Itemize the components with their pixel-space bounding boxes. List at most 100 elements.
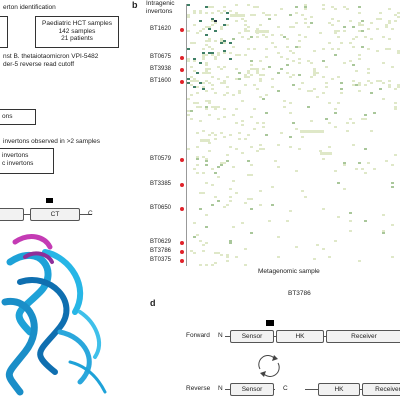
- heatmap-cell: [361, 20, 364, 22]
- heatmap-cell: [220, 42, 223, 44]
- heatmap-cell: [220, 28, 223, 30]
- heatmap-cell: [232, 46, 235, 48]
- heatmap-cell: [268, 220, 271, 222]
- heatmap-cell: [220, 162, 223, 164]
- heatmap-cell: [193, 24, 196, 26]
- heatmap-cell: [334, 126, 337, 128]
- heatmap-cell: [223, 94, 226, 96]
- heatmap-cell: [277, 90, 280, 92]
- heatmap-cell: [346, 130, 349, 132]
- heatmap-cell: [208, 28, 211, 30]
- reverse-domain-hk: HK: [318, 383, 360, 396]
- heatmap-cell: [226, 86, 229, 88]
- panel-b-xlabel: Metagenomic sample: [258, 268, 320, 275]
- heatmap-cell: [298, 88, 301, 90]
- heatmap-cell: [193, 70, 196, 72]
- heatmap-cell: [394, 154, 397, 156]
- heatmap-cell: [226, 24, 229, 26]
- heatmap-cell: [202, 28, 205, 30]
- heatmap-cell: [250, 60, 253, 62]
- heatmap-cell: [310, 62, 313, 64]
- heatmap-cell: [250, 146, 253, 148]
- panel-c-domain-left: [0, 208, 24, 221]
- heatmap-cell: [211, 204, 214, 206]
- heatmap-cell: [367, 162, 370, 164]
- heatmap-cell: [211, 84, 214, 86]
- heatmap-cell: [370, 82, 373, 84]
- heatmap-cell: [199, 264, 202, 266]
- heatmap-cell: [226, 92, 229, 94]
- heatmap-cell: [250, 174, 253, 176]
- forward-n-terminus: N: [218, 332, 223, 339]
- heatmap-cell: [187, 30, 190, 32]
- heatmap-cell: [313, 88, 316, 90]
- heatmap-cell: [196, 106, 199, 108]
- reverse-n-terminus: N: [218, 385, 223, 392]
- heatmap-cell: [259, 204, 262, 206]
- heatmap-cell: [193, 60, 196, 62]
- heatmap-cell: [250, 198, 253, 200]
- heatmap-cell: [214, 252, 217, 254]
- heatmap-cell: [235, 68, 238, 70]
- heatmap-cell: [187, 148, 190, 150]
- heatmap-cell: [394, 102, 397, 104]
- heatmap-cell: [379, 18, 382, 20]
- heatmap-cell: [211, 132, 214, 134]
- panel-a-mid-box: ons: [0, 109, 36, 125]
- heatmap-cell: [199, 62, 202, 64]
- heatmap-cell: [196, 132, 199, 134]
- forward-marker-bar: [266, 320, 274, 326]
- panel-b-letter: b: [132, 0, 138, 10]
- heatmap-cell: [349, 212, 352, 214]
- heatmap-cell: [187, 110, 190, 112]
- heatmap-cell: [391, 66, 394, 68]
- heatmap-cell: [310, 76, 313, 78]
- heatmap-cell: [211, 48, 214, 50]
- heatmap-cell: [286, 38, 289, 40]
- heatmap-cell: [238, 54, 241, 56]
- heatmap-cell: [322, 76, 325, 78]
- heatmap-cell: [322, 158, 325, 160]
- heatmap-cell: [223, 82, 226, 84]
- heatmap-cell: [250, 74, 253, 76]
- heatmap-cell: [214, 58, 217, 60]
- heatmap-cell: [247, 76, 250, 78]
- gene-label-bt1620: BT1620: [150, 26, 172, 32]
- heatmap-cell: [313, 258, 316, 260]
- heatmap-cell: [211, 76, 214, 78]
- heatmap-cell: [205, 6, 208, 8]
- heatmap-cell: [205, 62, 208, 64]
- heatmap-cell: [205, 54, 208, 56]
- heatmap-cell: [289, 136, 292, 138]
- heatmap-cell: [247, 30, 250, 32]
- heatmap-cell: [196, 156, 199, 158]
- panel-a-mid-box-label: ons: [2, 113, 13, 120]
- heatmap-cell: [352, 84, 355, 86]
- heatmap-cell: [331, 18, 334, 20]
- heatmap-cell: [199, 192, 202, 194]
- heatmap-cell: [349, 220, 352, 222]
- heatmap-cell: [214, 196, 217, 198]
- heatmap-cell: [199, 10, 202, 12]
- heatmap-cell: [208, 72, 211, 74]
- heatmap-cell: [358, 54, 361, 56]
- heatmap-cell: [238, 92, 241, 94]
- heatmap-cell: [256, 6, 259, 8]
- heatmap-cell: [226, 76, 229, 78]
- heatmap-cell: [205, 68, 208, 70]
- heatmap-cell: [382, 230, 385, 232]
- marker-dot-bt0650: [180, 207, 184, 211]
- heatmap-cell: [328, 146, 331, 148]
- heatmap-cell: [376, 28, 379, 30]
- heatmap-cell: [358, 24, 361, 26]
- gene-label-bt3385: BT3385: [150, 181, 172, 187]
- heatmap-cell: [199, 106, 202, 108]
- heatmap-cell: [253, 6, 256, 8]
- heatmap-cell: [229, 196, 232, 198]
- heatmap-cell: [292, 84, 295, 86]
- marker-dot-bt0579: [180, 158, 184, 162]
- heatmap-cell: [211, 12, 214, 14]
- heatmap-cell: [214, 92, 217, 94]
- heatmap-cell: [229, 58, 232, 60]
- heatmap-cell: [271, 34, 274, 36]
